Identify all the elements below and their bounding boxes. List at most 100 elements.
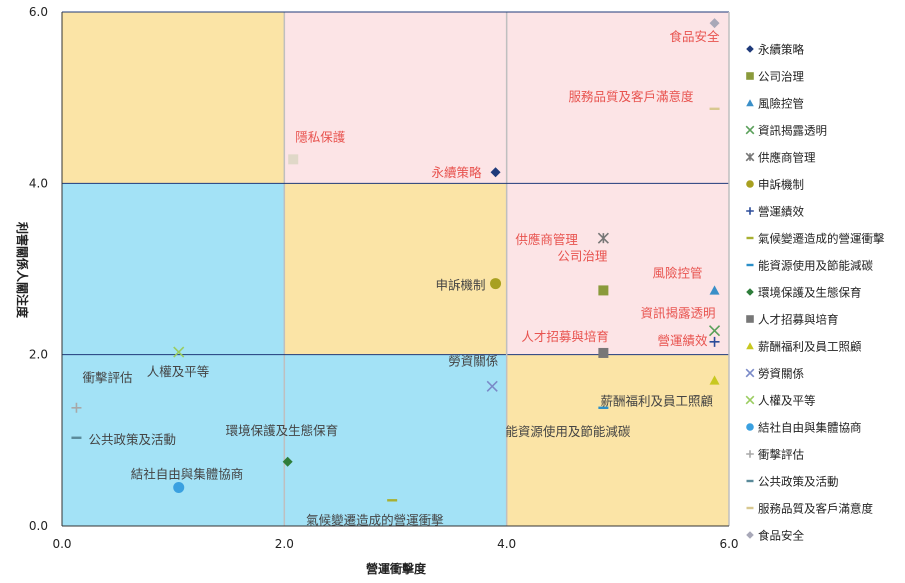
point-marker: [486, 380, 498, 392]
legend-label: 供應商管理: [758, 151, 816, 165]
legend-item: 服務品質及客戶滿意度: [746, 502, 873, 516]
data-point: [282, 456, 293, 467]
point-marker: [387, 499, 398, 502]
point-marker: [173, 346, 185, 358]
legend-label: 公司治理: [758, 70, 804, 84]
data-point: [71, 436, 82, 439]
data-point: [598, 285, 609, 296]
point-marker: [282, 456, 293, 467]
legend-item: 結社自由與集體協商: [746, 421, 862, 435]
quadrant-7: [284, 354, 507, 526]
point-marker: [709, 18, 720, 29]
point-marker: [709, 375, 720, 385]
legend-swatch: [746, 99, 754, 107]
x-tick-label: 6.0: [719, 537, 738, 551]
legend-label: 氣候變遷造成的營運衝擊: [758, 232, 885, 246]
legend-item: 勞資關係: [745, 367, 804, 381]
data-point: [709, 336, 720, 347]
y-axis-title: 利害關係人關注度: [15, 222, 30, 319]
point-marker: [71, 402, 82, 413]
data-point: [597, 232, 609, 244]
point-marker: [71, 436, 82, 439]
point-marker: [490, 278, 502, 290]
x-tick-label: 2.0: [275, 537, 294, 551]
point-label: 風險控管: [653, 265, 703, 280]
legend-item: 申訴機制: [746, 178, 804, 192]
data-point: [387, 499, 398, 502]
legend-item: 公司治理: [746, 70, 804, 84]
quadrant-2: [506, 12, 729, 184]
point-label: 營運績效: [658, 333, 709, 348]
legend-swatch: [746, 236, 754, 240]
legend-item: 人權及平等: [745, 394, 816, 408]
quadrant-0: [62, 12, 285, 184]
legend-item: 資訊揭露透明: [745, 124, 827, 138]
legend-item: 營運績效: [746, 205, 804, 219]
point-label: 供應商管理: [515, 232, 578, 247]
legend-label: 結社自由與集體協商: [758, 421, 862, 435]
data-point: [288, 154, 299, 165]
legend-label: 服務品質及客戶滿意度: [758, 502, 873, 516]
legend-label: 資訊揭露透明: [758, 124, 827, 138]
data-point: [598, 347, 609, 358]
legend-swatch: [746, 423, 754, 431]
data-point: [709, 375, 720, 385]
point-marker: [708, 325, 721, 337]
legend-swatch: [745, 152, 755, 162]
point-marker: [597, 232, 609, 244]
quadrant-1: [284, 12, 507, 184]
legend-label: 人權及平等: [758, 394, 816, 408]
point-label: 資訊揭露透明: [641, 306, 716, 321]
point-marker: [709, 336, 720, 347]
point-marker: [598, 285, 609, 296]
legend-swatch: [746, 180, 754, 188]
legend-swatch: [745, 125, 755, 135]
legend-item: 衝擊評估: [746, 448, 804, 462]
quadrant-backgrounds: [62, 12, 729, 526]
legend-item: 環境保護及生態保育: [746, 286, 862, 300]
point-label: 勞資關係: [448, 353, 498, 368]
point-label: 服務品質及客戶滿意度: [569, 89, 695, 104]
point-label: 永續策略: [432, 165, 483, 180]
legend-label: 永續策略: [758, 43, 804, 57]
legend-swatch: [746, 45, 754, 53]
quadrant-5: [506, 183, 729, 355]
data-point: [173, 346, 185, 358]
data-point: [709, 107, 720, 111]
data-point: [173, 481, 185, 493]
legend-label: 食品安全: [758, 529, 804, 543]
point-marker: [288, 154, 299, 165]
point-label: 環境保護及生態保育: [226, 423, 339, 438]
point-label: 隱私保護: [295, 129, 346, 144]
legend-item: 風險控管: [746, 97, 804, 111]
point-label: 人才招募與培育: [521, 329, 609, 344]
y-tick-label: 0.0: [29, 519, 48, 533]
legend-item: 永續策略: [746, 43, 804, 57]
x-tick-label: 4.0: [497, 537, 516, 551]
point-label: 公共政策及活動: [88, 432, 176, 447]
legend-swatch: [746, 315, 754, 323]
data-point: [709, 18, 720, 29]
legend-label: 能資源使用及節能減碳: [758, 259, 873, 273]
legend-label: 公共政策及活動: [758, 475, 839, 489]
y-tick-label: 2.0: [29, 348, 48, 362]
quadrant-3: [62, 183, 285, 355]
point-marker: [598, 347, 609, 358]
legend-item: 氣候變遷造成的營運衝擊: [746, 232, 885, 246]
point-label: 公司治理: [557, 248, 608, 263]
point-label: 申訴機制: [436, 278, 486, 293]
legend-swatch: [746, 531, 754, 539]
legend-swatch: [746, 72, 754, 80]
legend: 永續策略公司治理風險控管資訊揭露透明供應商管理申訴機制營運績效氣候變遷造成的營運…: [745, 43, 885, 543]
legend-swatch: [746, 450, 754, 458]
legend-swatch: [746, 479, 754, 483]
data-point: [71, 402, 82, 413]
x-tick-label: 0.0: [52, 537, 71, 551]
point-marker: [173, 481, 185, 493]
data-points: [71, 18, 721, 502]
legend-item: 能資源使用及節能減碳: [746, 259, 873, 273]
quadrant-dividers: [62, 11, 730, 526]
legend-label: 申訴機制: [758, 178, 804, 192]
legend-swatch: [746, 207, 754, 215]
